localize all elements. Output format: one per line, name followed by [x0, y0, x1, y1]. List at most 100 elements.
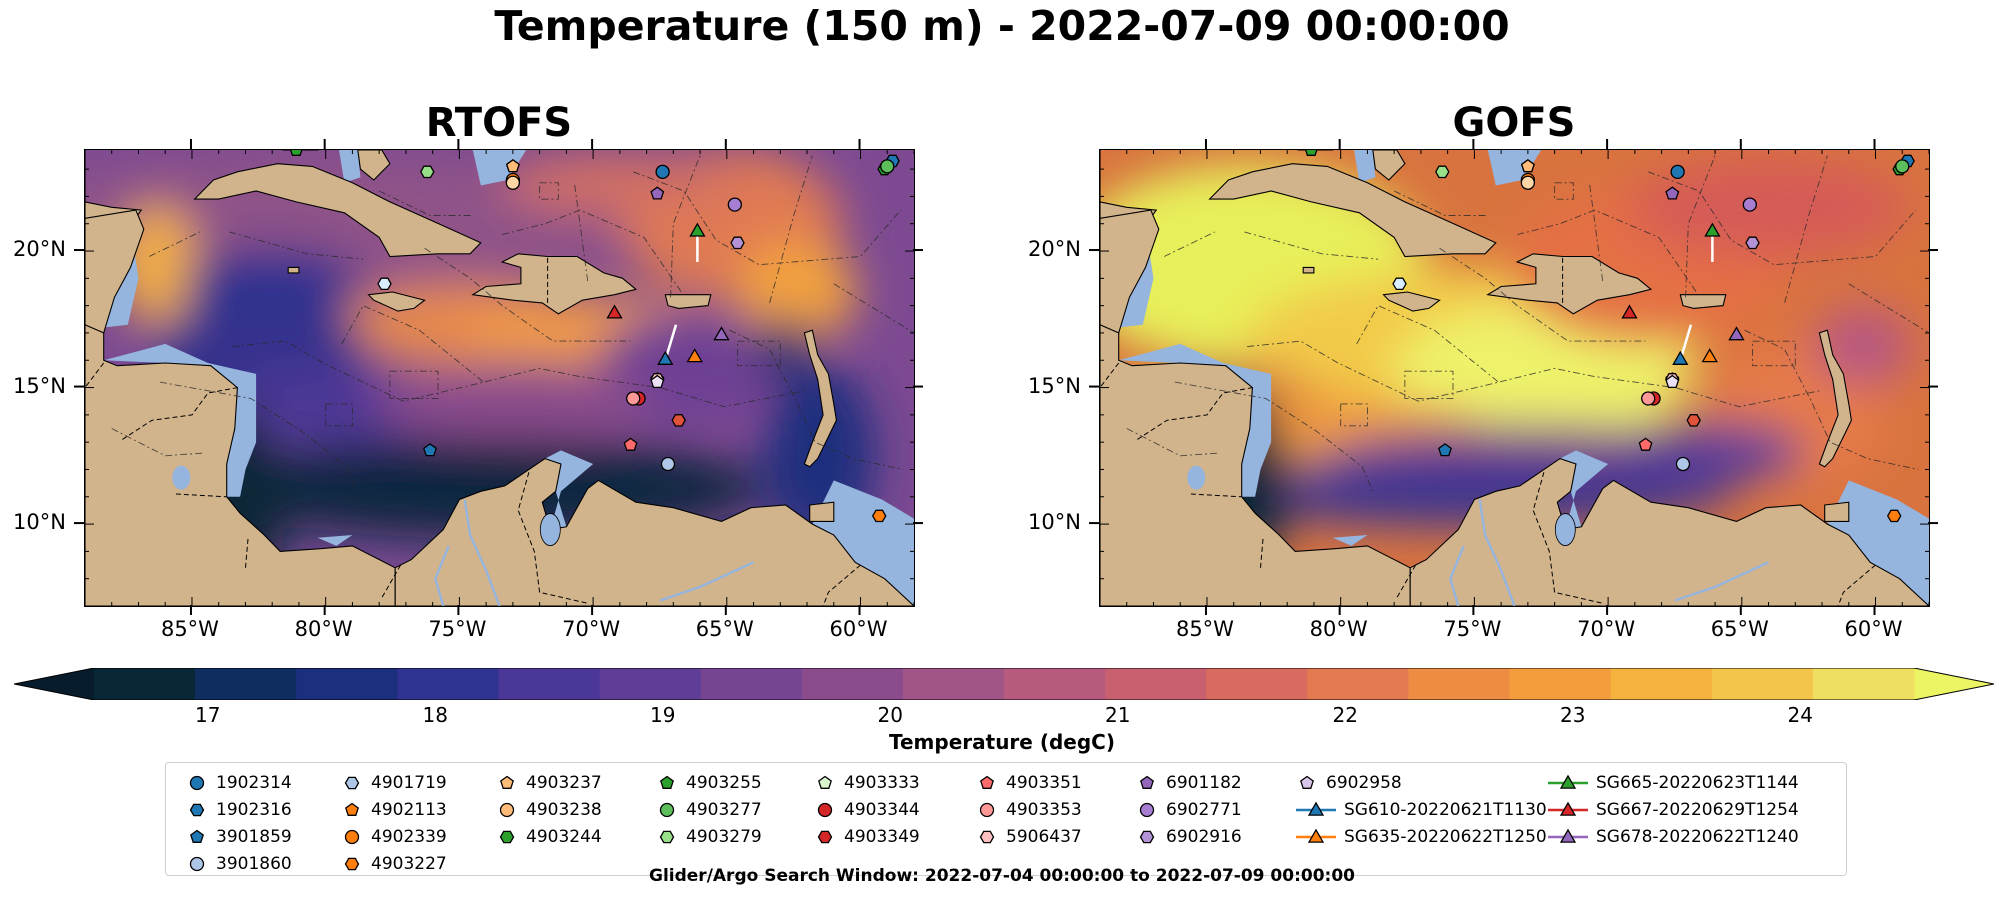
- legend-hexagon-icon: [1139, 830, 1155, 843]
- land-yucatan: [1100, 209, 1160, 334]
- legend-hexagon-icon: [344, 776, 360, 789]
- legend-marker-icon: [817, 802, 833, 817]
- land-bahamas: [1372, 150, 1406, 181]
- land-hispaniola: [1486, 253, 1653, 315]
- marker-4903277[interactable]: [1895, 159, 1910, 174]
- legend-marker-icon: [1139, 830, 1155, 843]
- marker-4903353[interactable]: [1641, 391, 1656, 406]
- marker-6902916[interactable]: [1745, 236, 1760, 250]
- marker-4903227[interactable]: [1886, 509, 1902, 523]
- marker-4903351[interactable]: [623, 437, 638, 451]
- marker-4903255[interactable]: [290, 150, 303, 156]
- legend-item: 4903255: [656, 769, 762, 796]
- map-gofs[interactable]: [1099, 149, 1930, 607]
- land-jamaica: [367, 291, 426, 312]
- marker-4903353[interactable]: [626, 391, 641, 406]
- lon-tick-label: 75°W: [428, 617, 487, 641]
- colorbar-bin: [498, 668, 601, 700]
- land-trinidad: [1824, 501, 1850, 522]
- marker-sg610-20220621t1130[interactable]: [657, 350, 674, 365]
- legend-label: 4902113: [371, 799, 447, 820]
- legend-label: 4902339: [371, 826, 447, 847]
- legend-marker-icon: [1548, 774, 1588, 789]
- marker-1902314[interactable]: [1670, 164, 1685, 179]
- legend-item: SG610-20220621T1130: [1296, 796, 1547, 823]
- marker-3901860[interactable]: [1675, 456, 1691, 472]
- legend-marker-icon: [189, 803, 205, 816]
- maritime-boundaries: [1126, 155, 1929, 492]
- marker-6902771[interactable]: [727, 197, 742, 212]
- land-yucatan: [85, 209, 145, 334]
- marker-sg610-20220621t1130[interactable]: [1672, 350, 1689, 365]
- marker-6902958[interactable]: [650, 374, 665, 389]
- legend-label: 4903333: [844, 772, 920, 793]
- marker-sg667-20220629t1254[interactable]: [606, 304, 623, 319]
- marker-4901719[interactable]: [1392, 277, 1407, 291]
- legend-label: 4903238: [526, 799, 602, 820]
- colorbar-bin: [397, 668, 499, 700]
- marker-3901859[interactable]: [423, 443, 437, 457]
- marker-sg635-20220622t1250[interactable]: [686, 348, 703, 363]
- marker-sg635-20220622t1250[interactable]: [1701, 348, 1718, 363]
- marker-6901182[interactable]: [650, 186, 665, 200]
- lon-tick-label: 70°W: [1577, 617, 1636, 641]
- marker-6902916[interactable]: [730, 236, 745, 250]
- lon-tick-label: 70°W: [562, 617, 621, 641]
- map-rtofs[interactable]: [84, 149, 915, 607]
- colorbar-bin: [1812, 668, 1915, 700]
- colorbar-bin: [801, 668, 904, 700]
- legend-label: 6902771: [1166, 799, 1242, 820]
- marker-4903279[interactable]: [420, 165, 435, 179]
- legend-label: 6902916: [1166, 826, 1242, 847]
- land-puertoRico: [1679, 294, 1727, 309]
- colorbar-graphic: [13, 667, 1995, 701]
- legend-item: 4903244: [496, 823, 602, 850]
- colorbar-bin: [1206, 668, 1308, 700]
- marker-6902771[interactable]: [1742, 197, 1757, 212]
- marker-sg678-20220622t1240[interactable]: [713, 326, 730, 341]
- land-caymans: [287, 266, 300, 274]
- marker-4903227[interactable]: [871, 509, 887, 523]
- legend-circle-icon: [499, 802, 515, 817]
- marker-4903277[interactable]: [880, 159, 895, 174]
- legend-label: 3901860: [216, 853, 292, 874]
- marker-3901860[interactable]: [660, 456, 676, 472]
- marker-4903238[interactable]: [1520, 175, 1536, 190]
- legend: 1902314 1902316 3901859 3901860 4901719 49021…: [165, 762, 1847, 876]
- marker-4903237[interactable]: [505, 159, 520, 173]
- marker-4903237[interactable]: [1520, 159, 1535, 173]
- marker-6902958[interactable]: [1665, 374, 1680, 389]
- legend-triangle-icon: [1559, 828, 1577, 843]
- legend-column: SG665-20220623T1144 SG667-20220629T1254 SG…: [1548, 769, 1799, 850]
- marker-4903349[interactable]: [671, 414, 686, 427]
- colorbar-tick-label: 21: [1105, 703, 1131, 727]
- marker-sg665-20220623t1144[interactable]: [689, 222, 706, 237]
- legend-marker-icon: [818, 775, 832, 789]
- colorbar-tick-label: 23: [1560, 703, 1586, 727]
- marker-4903279[interactable]: [1435, 165, 1450, 179]
- marker-3901859[interactable]: [1438, 443, 1452, 457]
- legend-triangle-icon: [1559, 801, 1577, 816]
- land-southAmerica: [394, 457, 914, 606]
- legend-label: 5906437: [1006, 826, 1082, 847]
- marker-4903351[interactable]: [1638, 437, 1653, 451]
- marker-4901719[interactable]: [377, 277, 392, 291]
- colorbar-bin: [700, 668, 803, 700]
- colorbar-bin: [94, 668, 196, 700]
- legend-marker-icon: [190, 829, 204, 843]
- legend-column: 1902314 1902316 3901859 3901860: [186, 769, 292, 877]
- colorbar-bin: [1307, 668, 1409, 700]
- marker-sg665-20220623t1144[interactable]: [1704, 222, 1721, 237]
- legend-marker-icon: [344, 829, 360, 844]
- marker-4903349[interactable]: [1686, 414, 1701, 427]
- marker-1902314[interactable]: [655, 164, 670, 179]
- marker-6901182[interactable]: [1665, 186, 1680, 200]
- land-bahamas: [357, 150, 391, 181]
- marker-4903255[interactable]: [1305, 150, 1318, 156]
- colorbar-bin: [1004, 668, 1106, 700]
- legend-label: 4903237: [526, 772, 602, 793]
- marker-4903238[interactable]: [505, 175, 521, 190]
- marker-sg678-20220622t1240[interactable]: [1728, 326, 1745, 341]
- legend-marker-icon: [345, 802, 359, 816]
- marker-sg667-20220629t1254[interactable]: [1621, 304, 1638, 319]
